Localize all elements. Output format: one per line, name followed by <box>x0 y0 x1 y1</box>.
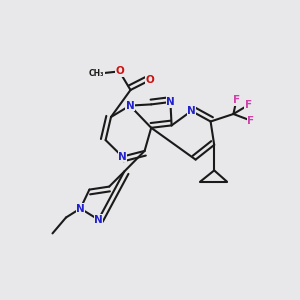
Text: O: O <box>115 66 124 76</box>
Text: O: O <box>145 75 154 85</box>
Text: N: N <box>187 106 196 116</box>
Text: F: F <box>233 95 240 105</box>
Text: N: N <box>166 97 175 107</box>
Text: N: N <box>125 100 134 111</box>
Text: N: N <box>94 214 103 225</box>
Text: F: F <box>245 100 252 110</box>
Text: F: F <box>247 116 254 126</box>
Text: CH₃: CH₃ <box>89 69 104 78</box>
Text: N: N <box>118 152 127 162</box>
Text: N: N <box>76 203 85 214</box>
